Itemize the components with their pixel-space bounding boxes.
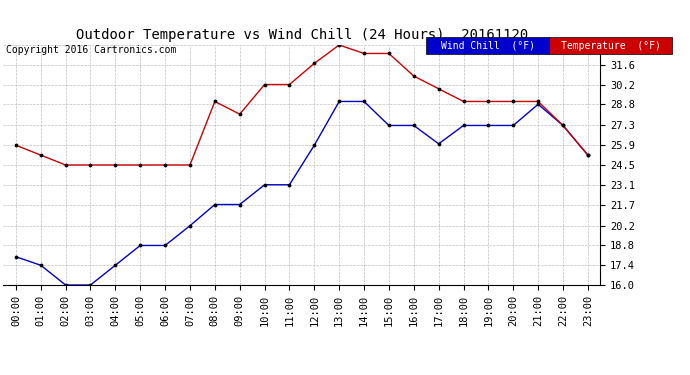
Text: Wind Chill  (°F): Wind Chill (°F) — [441, 40, 535, 51]
Title: Outdoor Temperature vs Wind Chill (24 Hours)  20161120: Outdoor Temperature vs Wind Chill (24 Ho… — [76, 28, 528, 42]
Text: Temperature  (°F): Temperature (°F) — [561, 40, 660, 51]
Text: Copyright 2016 Cartronics.com: Copyright 2016 Cartronics.com — [6, 45, 176, 55]
